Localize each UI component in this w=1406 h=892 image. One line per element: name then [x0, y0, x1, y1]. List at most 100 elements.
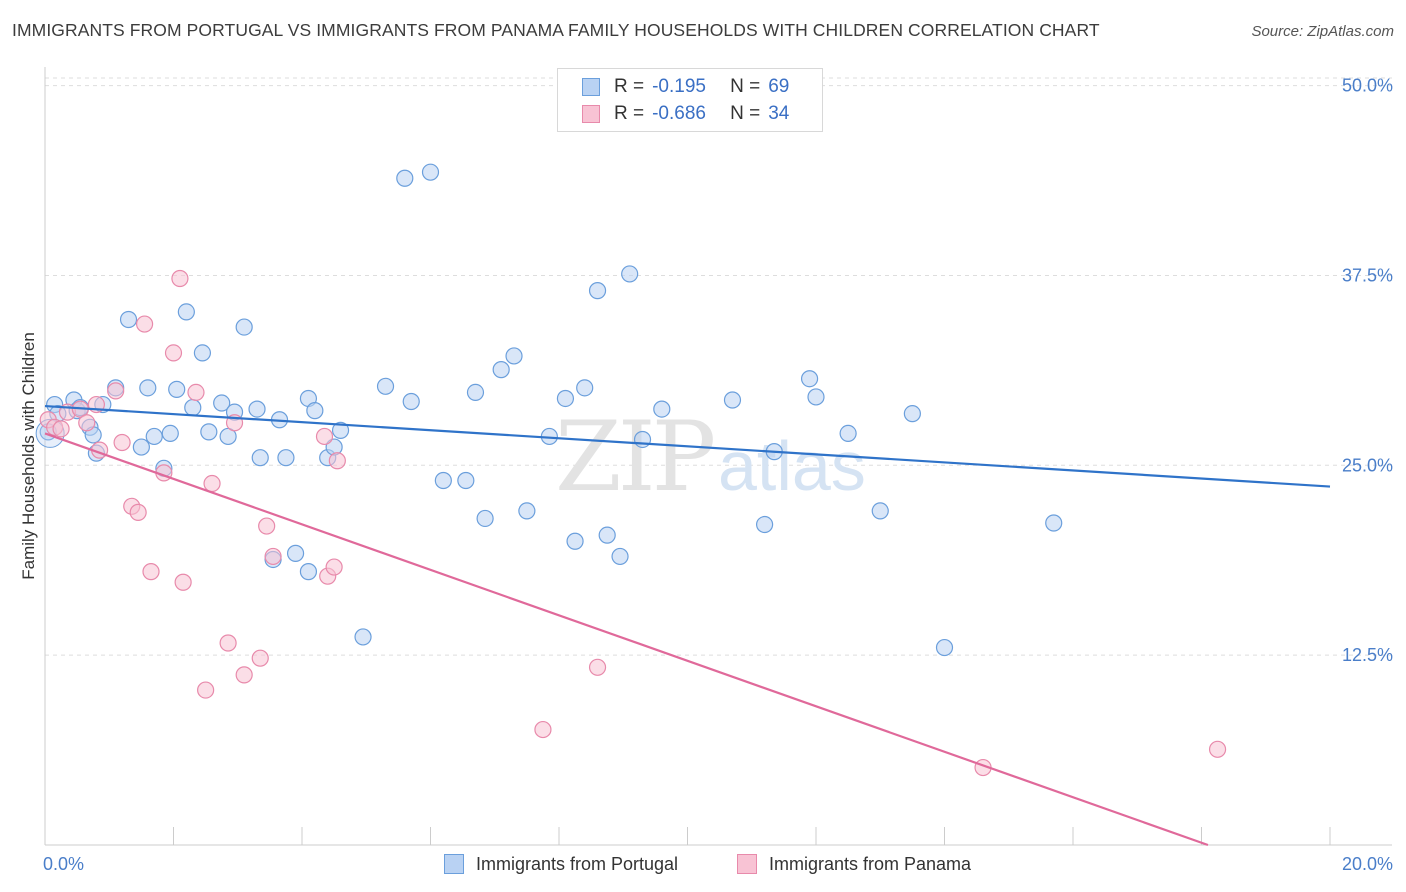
data-point-panama	[142, 563, 160, 581]
data-point-portugal	[505, 347, 523, 365]
watermark-atlas: atlas	[718, 427, 866, 505]
data-point-panama	[52, 420, 70, 438]
legend-r-value-panama: -0.686	[652, 103, 706, 124]
correlation-legend: R = -0.195 N = 69 R = -0.686 N = 34	[557, 68, 823, 132]
data-point-portugal	[723, 391, 742, 409]
data-point-portugal	[396, 169, 414, 187]
data-point-portugal	[421, 163, 440, 181]
legend-r-value-portugal: -0.195	[652, 76, 706, 97]
data-point-portugal	[168, 380, 186, 398]
data-point-portugal	[518, 502, 536, 520]
data-point-portugal	[871, 502, 889, 520]
legend-n-label: N =	[730, 76, 761, 97]
data-point-panama	[171, 269, 189, 288]
data-point-panama	[534, 720, 552, 739]
bottom-legend-swatch-portugal	[444, 854, 464, 874]
data-point-portugal	[235, 318, 253, 336]
data-point-portugal	[145, 427, 163, 446]
y-tick-label: 37.5%	[1342, 265, 1393, 285]
data-point-panama	[235, 666, 253, 684]
data-point-panama	[264, 547, 282, 566]
y-tick-label: 50.0%	[1342, 76, 1393, 96]
data-point-portugal	[611, 547, 629, 566]
data-point-portugal	[935, 638, 954, 657]
data-point-portugal	[466, 383, 485, 401]
bottom-legend-swatch-panama	[737, 854, 757, 874]
data-point-portugal	[621, 265, 639, 283]
bottom-legend-label-panama: Immigrants from Panama	[769, 853, 972, 874]
data-point-portugal	[755, 515, 774, 534]
data-point-portugal	[1045, 514, 1063, 532]
data-point-panama	[325, 558, 343, 576]
data-point-panama	[174, 573, 192, 591]
y-tick-label: 25.0%	[1342, 455, 1393, 475]
data-point-portugal	[800, 370, 819, 388]
data-point-panama	[258, 517, 276, 535]
legend-n-value-portugal: 69	[768, 76, 790, 97]
watermark: ZIP atlas	[555, 401, 866, 513]
watermark-zip: ZIP	[555, 401, 714, 513]
legend-swatch-panama	[582, 105, 600, 123]
data-point-portugal	[588, 282, 607, 300]
data-point-portugal	[566, 532, 584, 550]
x-tick-label-min: 0.0%	[43, 854, 84, 874]
data-point-portugal	[184, 398, 202, 417]
data-point-panama	[251, 649, 269, 667]
data-point-portugal	[251, 449, 269, 467]
data-point-portugal	[354, 628, 372, 646]
source-label: Source: ZipAtlas.com	[1251, 23, 1394, 40]
data-point-portugal	[248, 400, 266, 418]
legend-row-panama: R = -0.686 N = 34	[582, 101, 789, 127]
series-panama-points	[39, 269, 1227, 777]
data-point-portugal	[402, 392, 420, 411]
data-point-portugal	[434, 471, 452, 490]
data-point-panama	[164, 344, 183, 362]
data-point-panama	[328, 452, 346, 470]
data-point-portugal	[161, 424, 179, 443]
data-point-portugal	[457, 471, 475, 490]
x-tick-label-max: 20.0%	[1342, 854, 1393, 874]
axes	[44, 67, 1392, 846]
data-point-portugal	[376, 377, 395, 395]
trendlines	[44, 404, 1331, 847]
data-point-panama	[135, 315, 154, 333]
bottom-legend-portugal: Immigrants from Portugal	[444, 852, 678, 876]
data-point-panama	[113, 433, 131, 452]
trendline-portugal	[44, 404, 1331, 488]
legend-n-value-panama: 34	[768, 103, 790, 124]
data-point-panama	[78, 414, 96, 432]
data-point-panama	[197, 681, 215, 699]
data-point-portugal	[576, 379, 594, 397]
data-point-portugal	[132, 438, 150, 456]
data-point-portugal	[119, 310, 138, 329]
data-point-portugal	[598, 526, 616, 544]
data-point-panama	[129, 503, 147, 521]
data-point-panama	[187, 383, 205, 401]
legend-swatch-portugal	[582, 78, 600, 96]
data-point-portugal	[331, 421, 350, 439]
data-point-panama	[588, 658, 607, 676]
data-point-portugal	[193, 344, 212, 362]
legend-n-label: N =	[730, 103, 761, 124]
data-point-panama	[107, 382, 125, 400]
data-point-portugal	[306, 402, 324, 420]
data-point-portugal	[213, 394, 231, 412]
data-point-portugal	[633, 430, 652, 449]
data-point-portugal	[200, 423, 218, 441]
gridlines	[45, 77, 1392, 656]
data-point-portugal	[492, 361, 510, 379]
legend-row-portugal: R = -0.195 N = 69	[582, 74, 789, 100]
legend-r-label: R =	[614, 103, 645, 124]
data-point-portugal	[286, 544, 305, 562]
data-point-portugal	[839, 424, 857, 443]
bottom-legend-panama: Immigrants from Panama	[737, 852, 971, 876]
chart-title: IMMIGRANTS FROM PORTUGAL VS IMMIGRANTS F…	[12, 20, 1100, 40]
data-point-portugal	[556, 389, 575, 408]
legend-r-label: R =	[614, 76, 645, 97]
data-point-portugal	[476, 509, 494, 528]
data-point-portugal	[903, 405, 921, 423]
trendline-panama	[44, 432, 1209, 847]
data-point-portugal	[653, 400, 671, 418]
data-point-portugal	[299, 563, 318, 581]
